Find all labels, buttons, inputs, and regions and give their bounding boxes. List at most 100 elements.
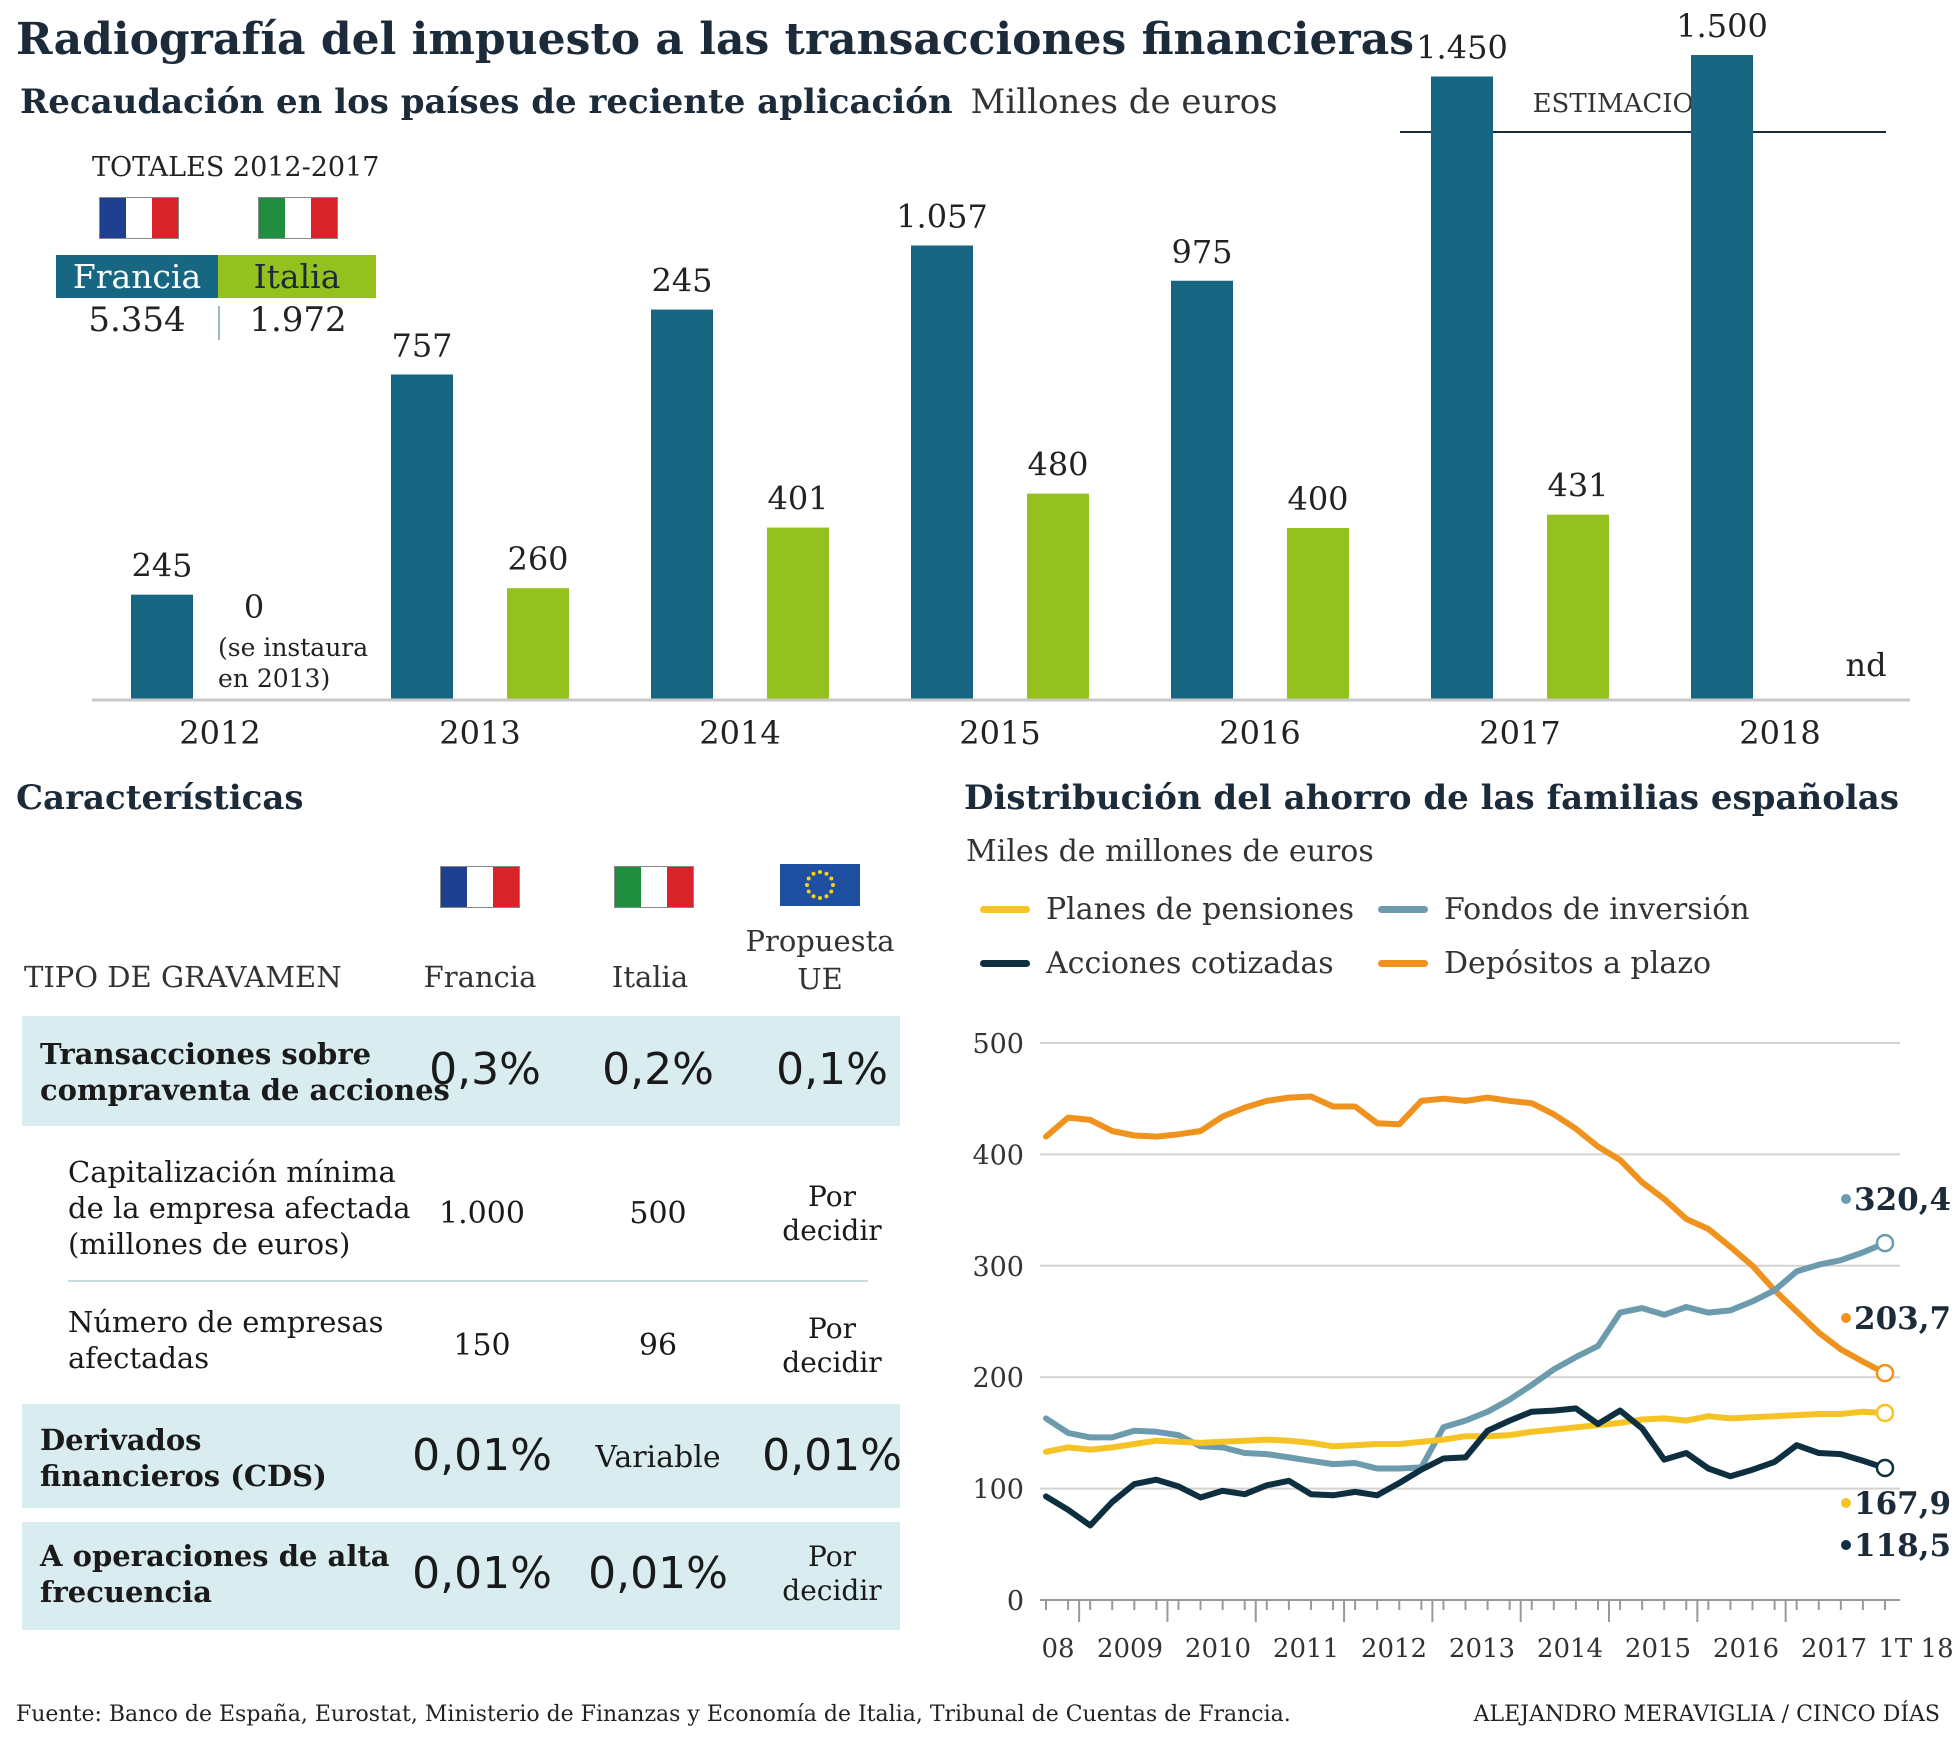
x-tick-label-2018: 2018 — [1739, 714, 1820, 752]
cell-francia: 0,3% — [429, 1044, 541, 1095]
col-propuesta-ue: Propuesta UE — [740, 922, 900, 998]
row-label: Derivados financieros (CDS) — [40, 1422, 327, 1494]
y-tick-label-0: 0 — [1007, 1586, 1024, 1617]
x-tick-label-2015: 2015 — [1625, 1634, 1691, 1664]
france-flag-icon — [440, 866, 520, 908]
legend-label: Depósitos a plazo — [1444, 946, 1712, 981]
x-tick-label-1T 18: 1T 18 — [1878, 1634, 1953, 1664]
author-credit: ALEJANDRO MERAVIGLIA / CINCO DÍAS — [1473, 1702, 1940, 1727]
bar-italia-2015 — [1027, 493, 1089, 700]
legend-depositos: Depósitos a plazo — [1378, 946, 1711, 981]
row-label: Transacciones sobre compraventa de accio… — [40, 1036, 450, 1108]
col-francia: Francia — [423, 960, 537, 994]
bar-italia-2014 — [767, 527, 829, 700]
cell-ue: Por decidir — [752, 1180, 912, 1248]
bar-francia-2018 — [1691, 55, 1753, 700]
bar-label-francia-2012: 245 — [131, 547, 192, 585]
bar-francia-2012 — [131, 594, 193, 700]
eu-flag-icon — [780, 864, 860, 906]
bar-italia-2017 — [1547, 514, 1609, 700]
bar-label-francia-2014: 245 — [651, 262, 712, 300]
page-title: Radiografía del impuesto a las transacci… — [16, 14, 1415, 65]
totals-francia-label: Francia — [56, 255, 218, 298]
cell-italia: 500 — [629, 1196, 687, 1231]
y-tick-label-200: 200 — [972, 1363, 1024, 1394]
end-label-fondos-de-inversión: 320,4 — [1854, 1182, 1951, 1218]
italia-2012-note: en 2013) — [218, 664, 330, 693]
cell-ue-line: Por — [808, 1312, 856, 1345]
totals-italia-label: Italia — [218, 255, 376, 298]
row-label-line: A operaciones de alta — [40, 1539, 390, 1573]
x-tick-label-2013: 2013 — [439, 714, 520, 752]
legend-label: Acciones cotizadas — [1046, 946, 1334, 981]
row-label-line: Capitalización mínima — [68, 1155, 396, 1189]
legend-fondos: Fondos de inversión — [1378, 892, 1750, 927]
bar-label-italia-2013: 260 — [507, 540, 568, 578]
y-tick-label-400: 400 — [972, 1140, 1024, 1171]
ahorro-line-chart: 0 100 200 300 400 500 08 2009 2010 2011 2012 2013 20… — [972, 1029, 1953, 1664]
bar-label-francia-2017: 1.450 — [1416, 29, 1508, 67]
row-label-line: Transacciones sobre — [40, 1037, 372, 1071]
row-label-line: Derivados — [40, 1423, 202, 1457]
bar-label-francia-2015: 1.057 — [896, 197, 988, 235]
legend-swatch-acciones — [980, 960, 1030, 967]
legend-swatch-fondos — [1378, 906, 1428, 913]
col-propuesta-ue-line1: Propuesta — [745, 924, 895, 958]
x-tick-label-2012: 2012 — [1361, 1634, 1427, 1664]
y-tick-label-300: 300 — [972, 1252, 1024, 1283]
series-end-marker — [1875, 1403, 1895, 1423]
totals-divider — [218, 306, 220, 340]
end-label-dot — [1841, 1498, 1851, 1508]
cell-ue: Por decidir — [752, 1312, 912, 1380]
row-label-line: afectadas — [68, 1341, 210, 1375]
bar-chart-units: Millones de euros — [970, 82, 1278, 122]
ahorro-subtitle: Miles de millones de euros — [966, 834, 1374, 869]
series-end-marker — [1875, 1363, 1895, 1383]
italy-flag-icon — [258, 197, 338, 239]
x-tick-label-2014: 2014 — [699, 714, 780, 752]
row-label: Número de empresas afectadas — [68, 1304, 384, 1376]
series-line-acciones-cotizadas — [1043, 1405, 1888, 1529]
x-tick-label-2014: 2014 — [1537, 1634, 1603, 1664]
series-end-marker — [1875, 1458, 1895, 1478]
caracteristicas-title: Características — [16, 778, 304, 818]
legend-planes: Planes de pensiones — [980, 892, 1354, 927]
bar-label-francia-2016: 975 — [1171, 233, 1232, 271]
end-label-dot — [1841, 1194, 1851, 1204]
row-separator — [68, 1280, 868, 1282]
france-flag-icon — [99, 197, 179, 239]
cell-francia: 0,01% — [412, 1548, 552, 1599]
cell-italia: 0,2% — [602, 1044, 714, 1095]
totals-italia-value: 1.972 — [249, 300, 347, 340]
row-label-line: frecuencia — [40, 1575, 212, 1609]
row-label-line: Número de empresas — [68, 1305, 384, 1339]
bar-label-italia-2018: nd — [1845, 646, 1886, 684]
end-label-dot — [1841, 1313, 1851, 1323]
ahorro-title: Distribución del ahorro de las familias … — [964, 778, 1899, 818]
legend-swatch-planes — [980, 906, 1030, 913]
legend-label: Planes de pensiones — [1046, 892, 1354, 927]
y-tick-label-500: 500 — [972, 1029, 1024, 1060]
bar-label-italia-2017: 431 — [1547, 467, 1608, 505]
bar-label-francia-2018: 1.500 — [1676, 7, 1768, 45]
x-tick-label-2017: 2017 — [1801, 1634, 1867, 1664]
italy-flag-icon — [614, 866, 694, 908]
cell-italia: Variable — [595, 1440, 721, 1475]
col-italia: Italia — [611, 960, 689, 994]
series-line-planes-de-pensiones — [1043, 1408, 1888, 1455]
legend-swatch-depositos — [1378, 960, 1428, 967]
row-band — [22, 1522, 900, 1630]
bar-label-italia-2012: 0 — [244, 588, 264, 626]
bar-italia-2016 — [1287, 528, 1349, 700]
bar-francia-2016 — [1171, 280, 1233, 700]
series-line-fondos-de-inversión — [1043, 1240, 1888, 1472]
cell-italia: 0,01% — [588, 1548, 728, 1599]
bar-chart-subtitle-text: Recaudación en los países de reciente ap… — [20, 82, 953, 122]
x-tick-label-2016: 2016 — [1219, 714, 1300, 752]
bar-francia-2014 — [651, 309, 713, 700]
source-footer: Fuente: Banco de España, Eurostat, Minis… — [16, 1702, 1291, 1727]
italia-2012-note: (se instaura — [218, 633, 368, 662]
series-end-marker — [1875, 1233, 1895, 1253]
x-tick-label-2011: 2011 — [1273, 1634, 1339, 1664]
